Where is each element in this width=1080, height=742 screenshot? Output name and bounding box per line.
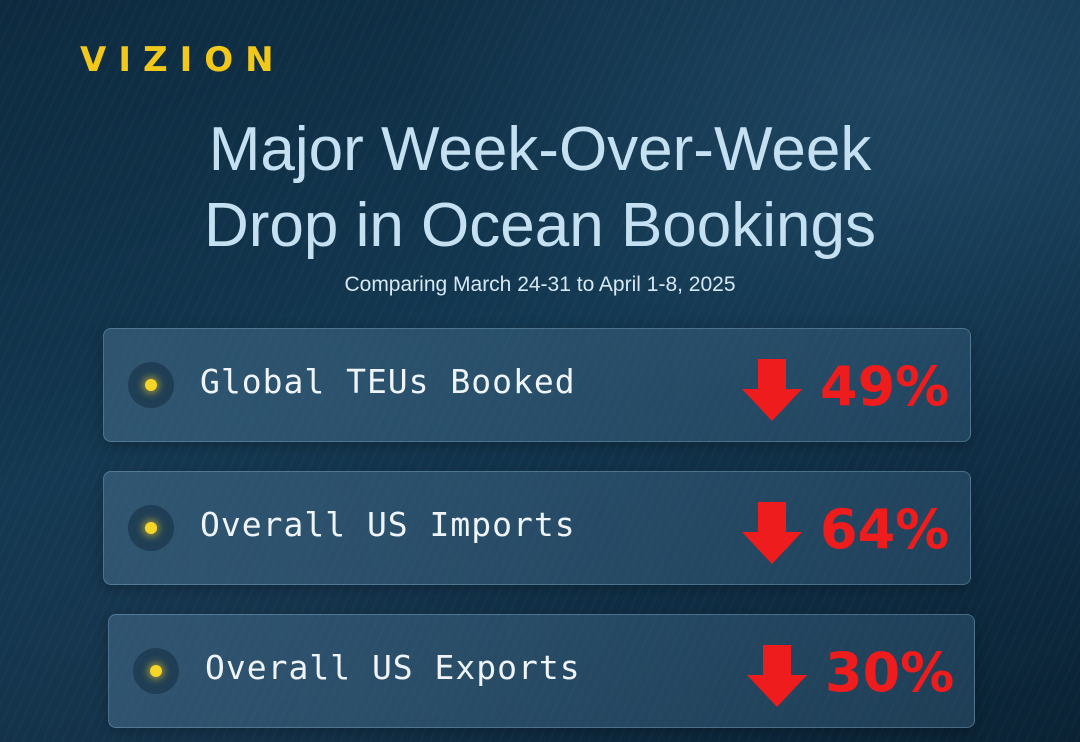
metric-change-value: 64% (820, 498, 950, 561)
metric-label: Global TEUs Booked (200, 362, 576, 401)
down-arrow-icon (742, 359, 802, 421)
metric-card-us-imports: Overall US Imports 64% (103, 471, 971, 585)
bullet-dot-icon (128, 362, 174, 408)
page-title: Major Week-Over-Week Drop in Ocean Booki… (0, 112, 1080, 264)
bullet-dot-icon (128, 505, 174, 551)
metric-label: Overall US Exports (205, 648, 581, 687)
date-range-subtitle: Comparing March 24-31 to April 1-8, 2025 (344, 273, 736, 296)
metric-change-value: 49% (820, 355, 950, 418)
vizion-logo: VIZION (80, 40, 286, 80)
metric-card-us-exports: Overall US Exports 30% (108, 614, 975, 728)
title-line-2: Drop in Ocean Bookings (203, 191, 877, 260)
metric-label: Overall US Imports (200, 505, 576, 544)
bullet-dot-icon (133, 648, 179, 694)
metric-card-global-teus: Global TEUs Booked 49% (103, 328, 971, 442)
title-line-1: Major Week-Over-Week (208, 115, 872, 184)
down-arrow-icon (747, 645, 807, 707)
metric-change-value: 30% (825, 641, 955, 704)
down-arrow-icon (742, 502, 802, 564)
